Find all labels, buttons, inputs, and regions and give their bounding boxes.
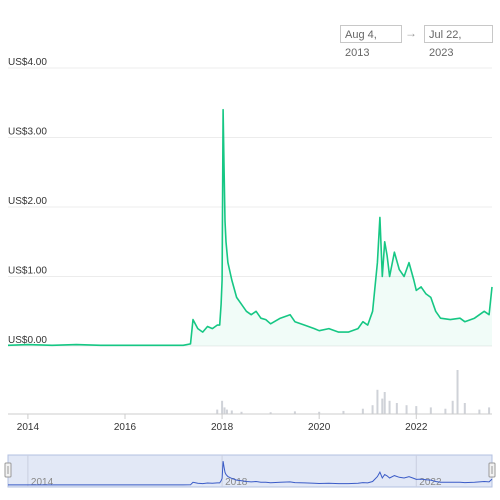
y-tick-label: US$0.00 <box>8 335 47 346</box>
navigator[interactable]: 2014 2018 2022 <box>4 454 496 488</box>
x-tick-label: 2018 <box>211 422 234 433</box>
volume-bar <box>381 398 384 414</box>
volume-bar <box>293 411 296 414</box>
y-tick-label: US$3.00 <box>8 127 47 138</box>
date-range-to-input[interactable]: Jul 22, 2023 <box>424 25 493 59</box>
volume-bar <box>395 403 398 414</box>
volume-bar <box>405 405 408 414</box>
x-tick-label: 2014 <box>17 422 40 433</box>
volume-bar <box>478 409 481 414</box>
navigator-tick-label: 2022 <box>419 477 442 488</box>
x-tick-label: 2016 <box>114 422 137 433</box>
volume-bar <box>383 392 386 414</box>
volume-bars <box>216 370 491 414</box>
volume-bar <box>216 409 219 414</box>
price-line <box>7 108 493 347</box>
volume-bar <box>230 410 233 414</box>
price-area <box>8 109 492 346</box>
x-axis: 2014 2016 2018 2020 2022 <box>17 414 428 433</box>
volume-bar <box>361 408 364 414</box>
volume-bar <box>451 400 454 414</box>
navigator-tick-label: 2014 <box>31 477 54 488</box>
volume-bar <box>488 407 491 414</box>
volume-bar <box>318 411 321 414</box>
navigator-line <box>8 461 493 486</box>
y-tick-label: US$2.00 <box>8 196 47 207</box>
navigator-tick-label: 2018 <box>225 477 248 488</box>
volume-bar <box>388 400 391 414</box>
y-axis: US$4.00 US$3.00 US$2.00 US$1.00 US$0.00 <box>8 57 47 346</box>
volume-bar <box>444 408 447 414</box>
volume-bar <box>221 400 224 414</box>
volume-bar <box>371 405 374 414</box>
volume-bar <box>376 389 379 414</box>
date-range-from-input[interactable]: Aug 4, 2013 <box>340 25 402 59</box>
x-tick-label: 2022 <box>405 422 428 433</box>
volume-bar <box>429 407 432 414</box>
volume-bar <box>223 407 226 414</box>
navigator-left-handle[interactable] <box>4 462 12 478</box>
volume-bar <box>463 403 466 414</box>
volume-bar <box>415 406 418 414</box>
x-tick-label: 2020 <box>308 422 331 433</box>
volume-bar <box>342 410 345 414</box>
navigator-right-handle[interactable] <box>488 462 496 478</box>
volume-bar <box>240 411 243 414</box>
volume-bar <box>269 412 272 414</box>
y-tick-label: US$4.00 <box>8 57 47 68</box>
volume-bar <box>225 409 228 414</box>
range-arrow-icon: → <box>405 26 417 40</box>
y-tick-label: US$1.00 <box>8 266 47 277</box>
grid <box>8 67 492 347</box>
volume-bar <box>456 370 459 414</box>
